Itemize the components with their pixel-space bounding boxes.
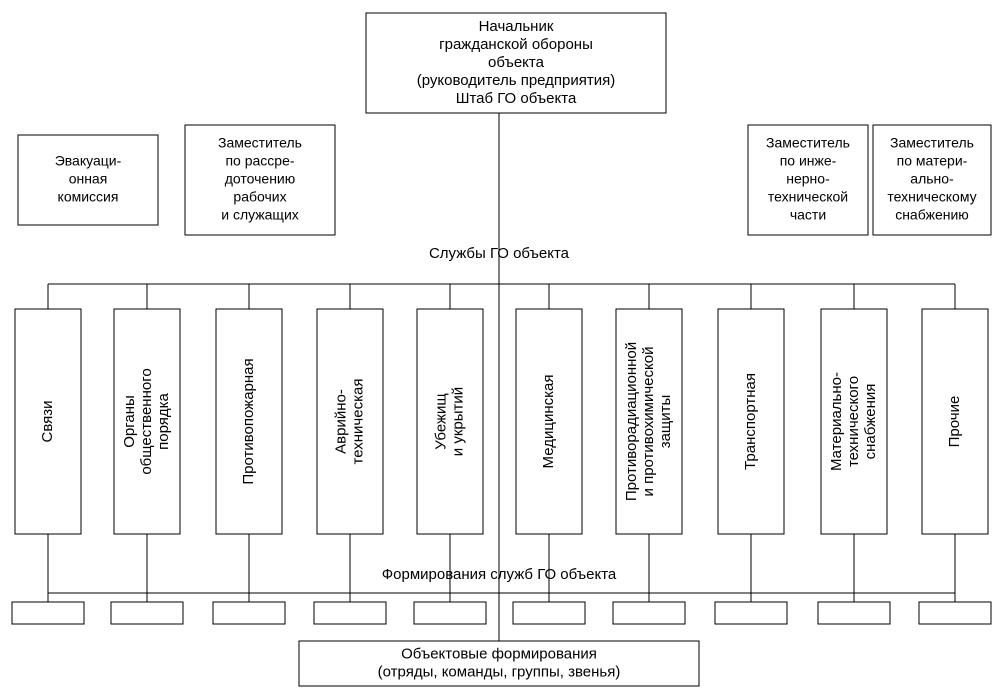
svg-text:Аврийно-: Аврийно- [332,389,349,454]
svg-text:и служащих: и служащих [221,207,299,223]
svg-text:технического: технического [845,376,862,467]
service-label-5: Медицинская [540,375,557,469]
svg-text:Прочие: Прочие [946,396,963,448]
svg-text:рабочих: рабочих [233,189,286,205]
svg-text:онная: онная [69,171,108,187]
svg-text:снабжения: снабжения [862,384,879,460]
svg-text:объекта: объекта [488,54,545,71]
service-label-9: Прочие [946,396,963,448]
svg-text:Медицинская: Медицинская [540,375,557,469]
svg-text:части: части [790,207,826,223]
service-label-2: Противопожарная [240,358,257,484]
formation-box-6 [613,602,685,624]
org-chart: Начальникгражданской обороныобъекта(руко… [0,0,995,691]
svg-text:Начальник: Начальник [479,18,554,35]
svg-text:и укрытий: и укрытий [449,387,466,456]
services-title: Службы ГО объекта [429,245,570,262]
svg-text:порядка: порядка [155,392,172,449]
svg-text:ально-: ально- [910,171,954,187]
formation-box-3 [314,602,386,624]
svg-text:по матери-: по матери- [897,153,968,169]
svg-text:по рассре-: по рассре- [225,153,294,169]
svg-text:доточению: доточению [225,171,296,187]
svg-text:Противорадиационной: Противорадиационной [623,342,640,501]
svg-text:Эвакуаци-: Эвакуаци- [55,153,122,169]
formation-box-0 [12,602,84,624]
formation-box-1 [111,602,183,624]
svg-text:технической: технической [768,189,848,205]
top-box-label-1: Заместитель по рассре-доточению рабочих и с… [218,135,302,223]
svg-text:Штаб ГО объекта: Штаб ГО объекта [456,90,577,107]
svg-text:Органы: Органы [121,395,138,448]
svg-text:техническая: техническая [349,379,366,465]
svg-text:Заместитель: Заместитель [766,135,850,151]
svg-text:комиссия: комиссия [58,189,119,205]
svg-text:Заместитель: Заместитель [218,135,302,151]
svg-text:Заместитель: Заместитель [890,135,974,151]
svg-text:(отряды, команды, группы, звен: (отряды, команды, группы, звенья) [378,663,621,680]
svg-text:нерно-: нерно- [786,171,830,187]
formation-box-7 [715,602,787,624]
svg-text:по инже-: по инже- [780,153,837,169]
formation-box-2 [213,602,285,624]
svg-text:общественного: общественного [138,368,155,474]
svg-text:Связи: Связи [39,400,56,442]
svg-text:(руководитель предприятия): (руководитель предприятия) [417,72,616,89]
service-label-3: Аврийно-техническая [332,379,366,465]
svg-text:техническому: техническому [887,189,976,205]
bottom-box-label: Объектовые формирования(отряды, команды,… [378,645,621,680]
svg-text:снабжению: снабжению [895,207,969,223]
service-label-8: Материально-техническогоснабжения [828,372,879,471]
svg-text:Противопожарная: Противопожарная [240,358,257,484]
formation-box-4 [414,602,486,624]
svg-text:Материально-: Материально- [828,372,845,471]
svg-text:Убежищ: Убежищ [432,393,449,450]
svg-text:гражданской обороны: гражданской обороны [439,36,593,53]
service-label-0: Связи [39,400,56,442]
formation-box-8 [818,602,890,624]
svg-text:Транспортная: Транспортная [742,373,759,470]
formation-box-9 [919,602,991,624]
svg-text:Объектовые формирования: Объектовые формирования [401,645,597,662]
formation-box-5 [513,602,585,624]
service-label-7: Транспортная [742,373,759,470]
formations-title: Формирования служб ГО объекта [382,566,617,583]
service-label-4: Убежищи укрытий [432,387,466,456]
svg-text:и противохимической: и противохимической [640,347,657,497]
svg-text:защиты: защиты [657,395,674,449]
